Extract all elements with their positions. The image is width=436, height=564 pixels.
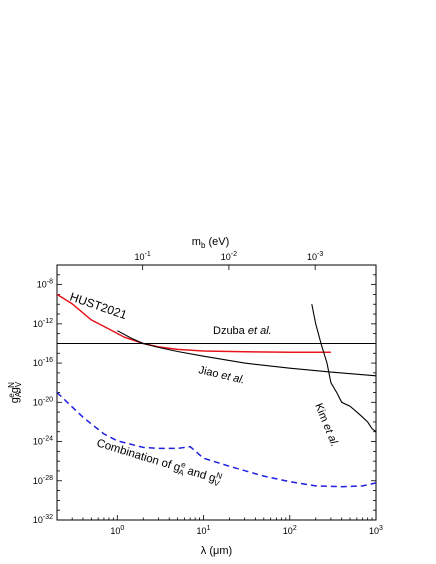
- label-hust2021: HUST2021: [68, 290, 129, 323]
- y-axis-title: gAegVN: [7, 381, 23, 403]
- series-layer: [57, 293, 376, 488]
- y-tick-label: 10-12: [33, 318, 53, 329]
- x-axis-title: λ (μm): [201, 545, 232, 557]
- series-line-4: [57, 391, 376, 488]
- label-dzuba: Dzuba et al.: [213, 325, 272, 337]
- plot-axes: 100 101 102 103 10-8 10-12 10-16 10-20 10-24 10-2…: [7, 236, 383, 557]
- x-tick-label: 102: [283, 525, 297, 536]
- series-line-3: [311, 304, 376, 433]
- x-tick-label: 103: [369, 525, 383, 536]
- label-kim: Kim et al.: [312, 402, 340, 449]
- top-tick-label: 10-3: [307, 251, 323, 262]
- top-tick-label: 10-1: [135, 251, 151, 262]
- y-tick-label: 10-28: [33, 475, 53, 486]
- top-axis-title: mb (eV): [192, 236, 229, 250]
- label-jiao: Jiao et al.: [197, 364, 246, 386]
- y-tick-label: 10-8: [37, 279, 53, 290]
- label-combination: Combination of geA and gNV: [95, 435, 224, 489]
- y-tick-label: 10-16: [33, 357, 53, 368]
- y-tick-label: 10-20: [33, 396, 53, 407]
- x-tick-label: 101: [197, 525, 211, 536]
- x-tick-label: 100: [110, 525, 124, 536]
- series-line-2: [117, 330, 376, 377]
- y-tick-label: 10-32: [33, 514, 53, 525]
- y-tick-label: 10-24: [33, 436, 53, 447]
- top-tick-label: 10-2: [221, 251, 237, 262]
